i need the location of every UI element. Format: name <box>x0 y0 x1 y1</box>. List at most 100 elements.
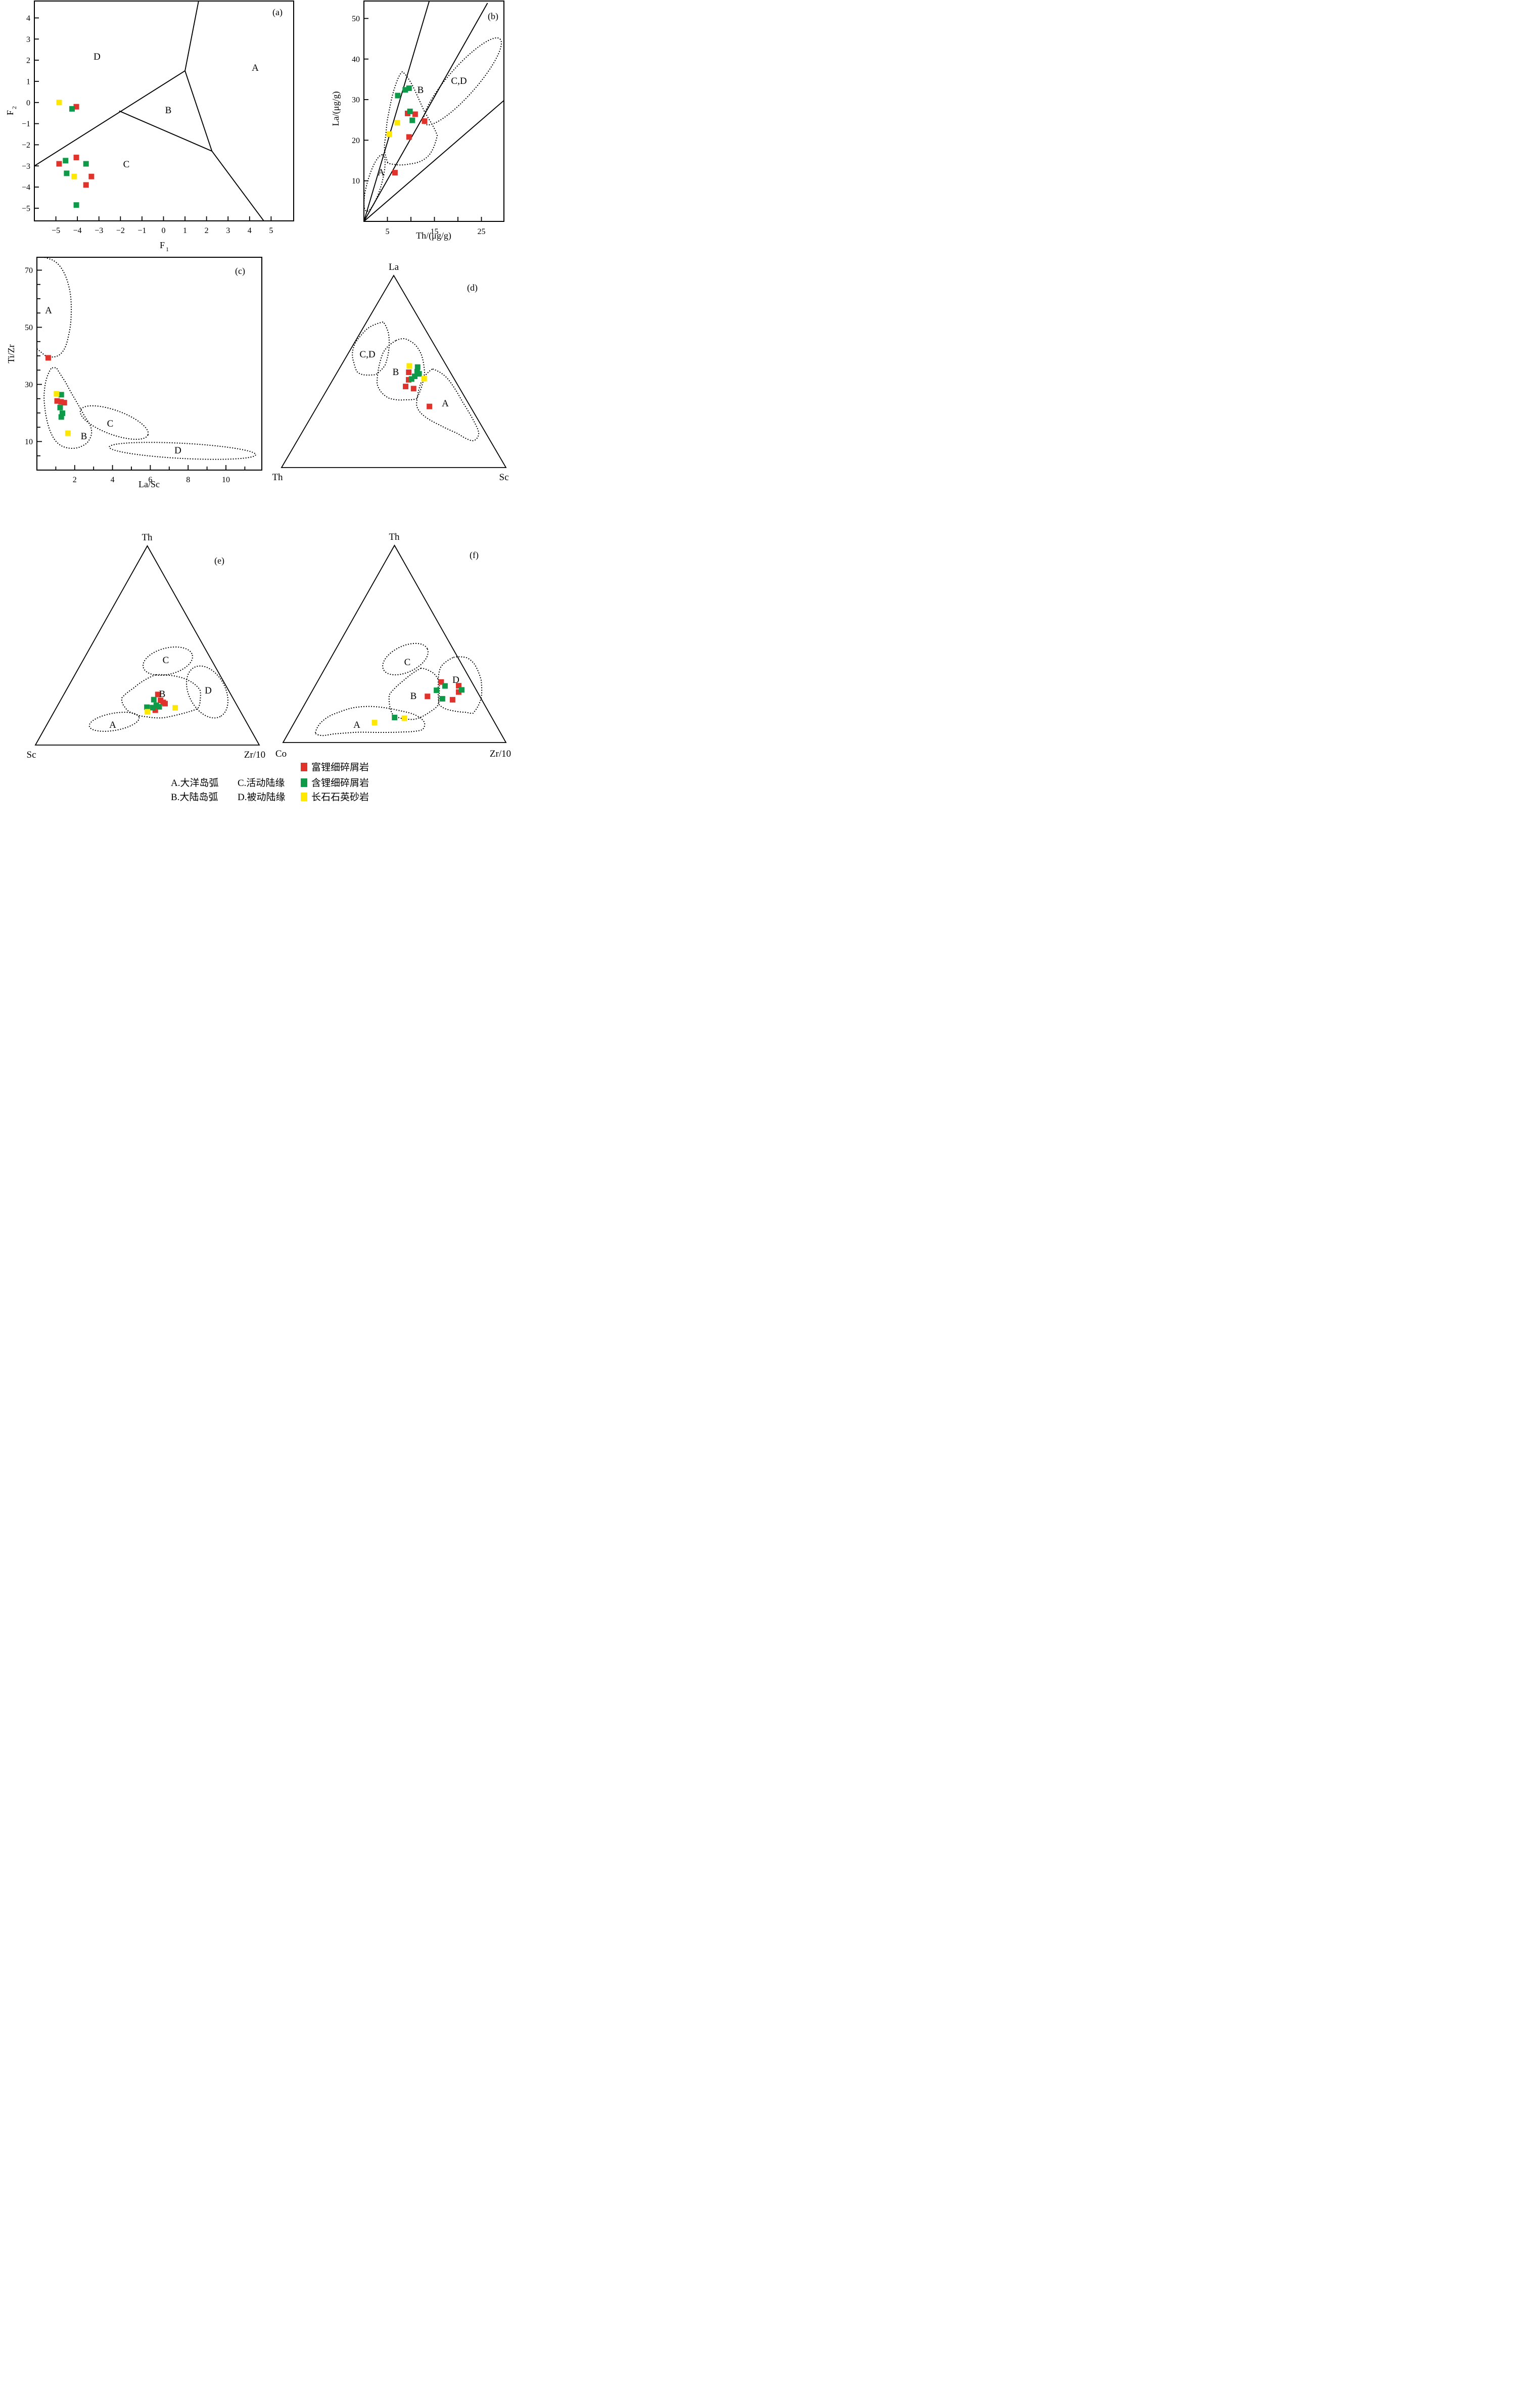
data-point <box>412 374 418 379</box>
panel-a-boundary-lines <box>34 1 264 221</box>
panel-e-tag: (e) <box>214 555 224 566</box>
data-point <box>456 683 462 689</box>
vertex-label-top: La <box>389 262 399 272</box>
legend: 富锂细碎屑岩 A.大洋岛弧 C.活动陆缘 含锂细碎屑岩 B.大陆岛弧 D.被动陆… <box>171 762 369 803</box>
data-point <box>151 697 157 703</box>
x-tick-label: 2 <box>73 476 77 484</box>
y-tick-label: 50 <box>25 323 33 332</box>
panel-b-data-points <box>386 85 428 176</box>
data-point <box>162 701 168 707</box>
x-tick-label: 6 <box>148 476 152 484</box>
field-label-CD: C,D <box>359 349 375 360</box>
data-point <box>152 707 158 713</box>
y-tick-label: 20 <box>352 136 360 145</box>
data-point <box>156 704 162 710</box>
x-tick-label: 8 <box>186 476 190 484</box>
panel-f: (f) Th Co Zr/10 C B D A <box>275 532 511 759</box>
legend-label-feldspar-quartz: 长石石英砂岩 <box>311 792 369 803</box>
field-label-D: D <box>174 445 181 456</box>
data-point <box>407 108 413 114</box>
panel-a-plot-frame <box>34 1 294 221</box>
field-label-B: B <box>81 431 87 442</box>
data-point <box>371 720 378 726</box>
figure-page: −5 −4 −3 −2 −1 0 1 2 3 4 5 4 3 2 1 0 −1 −2 −3 −4 −5 (a) D A … <box>0 0 512 803</box>
data-point <box>73 202 79 208</box>
data-point <box>54 391 60 397</box>
field-label-D: D <box>452 675 459 685</box>
vertex-label-left: Co <box>275 749 287 759</box>
panel-f-field-B-outline <box>388 667 440 720</box>
panel-e-field-B-outline <box>121 674 201 719</box>
x-tick-label: 4 <box>111 476 115 484</box>
y-tick-label: 30 <box>25 381 33 389</box>
field-label-A: A <box>353 720 360 730</box>
x-tick-label: −5 <box>52 226 60 235</box>
data-point <box>54 398 60 404</box>
data-point <box>422 118 428 124</box>
field-label-C: C <box>107 419 114 429</box>
x-tick-label: 25 <box>478 227 486 236</box>
data-point <box>172 705 178 711</box>
panel-f-field-A-outline <box>314 706 426 736</box>
legend-class-C: C.活动陆缘 <box>238 777 285 789</box>
panel-c-field-D-outline <box>109 442 256 460</box>
panel-f-triangle <box>282 544 507 743</box>
data-point <box>416 371 422 377</box>
field-label-B: B <box>410 691 417 702</box>
panel-a-data-points <box>56 100 95 208</box>
panel-b-field-CD-outline <box>423 37 502 126</box>
data-point <box>401 715 407 721</box>
legend-label-li-rich: 富锂细碎屑岩 <box>311 762 369 773</box>
data-point <box>73 104 79 110</box>
field-label-C: C <box>163 655 169 666</box>
panel-d-tag: (d) <box>467 283 478 293</box>
panel-b-field-B-outline <box>384 71 438 166</box>
panel-c-field-A-outline <box>36 257 72 358</box>
data-point <box>56 161 62 167</box>
x-tick-label: 4 <box>248 226 252 235</box>
data-point <box>58 399 64 405</box>
panel-a-ticks: −5 −4 −3 −2 −1 0 1 2 3 4 5 4 3 2 1 0 −1 −2 −3 −4 −5 <box>22 14 273 235</box>
data-point <box>73 155 79 161</box>
x-tick-label: 3 <box>226 226 230 235</box>
field-label-C: C <box>123 159 130 170</box>
x-tick-label: 10 <box>222 476 230 484</box>
boundary-line <box>363 3 488 222</box>
vertex-label-left: Th <box>272 472 283 483</box>
field-label-C: C <box>404 657 411 668</box>
x-tick-label: −2 <box>116 226 125 235</box>
x-tick-label: −4 <box>73 226 82 235</box>
x-tick-label: 0 <box>161 226 165 235</box>
panel-d-triangle <box>281 274 507 468</box>
vertex-label-top: Th <box>142 532 153 543</box>
field-label-D: D <box>94 52 101 62</box>
data-point <box>406 363 412 369</box>
data-point <box>392 714 398 720</box>
data-point <box>395 92 401 99</box>
x-tick-label: −3 <box>95 226 103 235</box>
panel-a-ylabel-group: F 2 <box>5 106 18 115</box>
legend-class-B: B.大陆岛弧 <box>171 792 218 803</box>
boundary-line <box>119 110 212 152</box>
data-point <box>83 161 89 167</box>
field-label-A: A <box>378 167 385 178</box>
data-point <box>88 173 95 179</box>
panel-c-xlabel: La/Sc <box>138 479 160 489</box>
data-point <box>71 173 77 179</box>
data-point <box>65 430 71 436</box>
y-tick-label: 0 <box>26 99 30 107</box>
data-point <box>56 100 62 106</box>
data-point <box>421 376 427 382</box>
field-label-CD: C,D <box>451 76 467 86</box>
data-point <box>61 400 67 406</box>
data-point <box>456 689 462 695</box>
data-point <box>58 392 64 398</box>
data-point <box>449 697 455 703</box>
legend-class-D: D.被动陆缘 <box>238 792 285 803</box>
boundary-line <box>363 1 430 222</box>
data-point <box>63 158 69 164</box>
panel-e-field-D-outline <box>186 665 228 719</box>
data-point <box>153 702 159 708</box>
data-point <box>144 704 150 710</box>
data-point <box>406 377 412 383</box>
